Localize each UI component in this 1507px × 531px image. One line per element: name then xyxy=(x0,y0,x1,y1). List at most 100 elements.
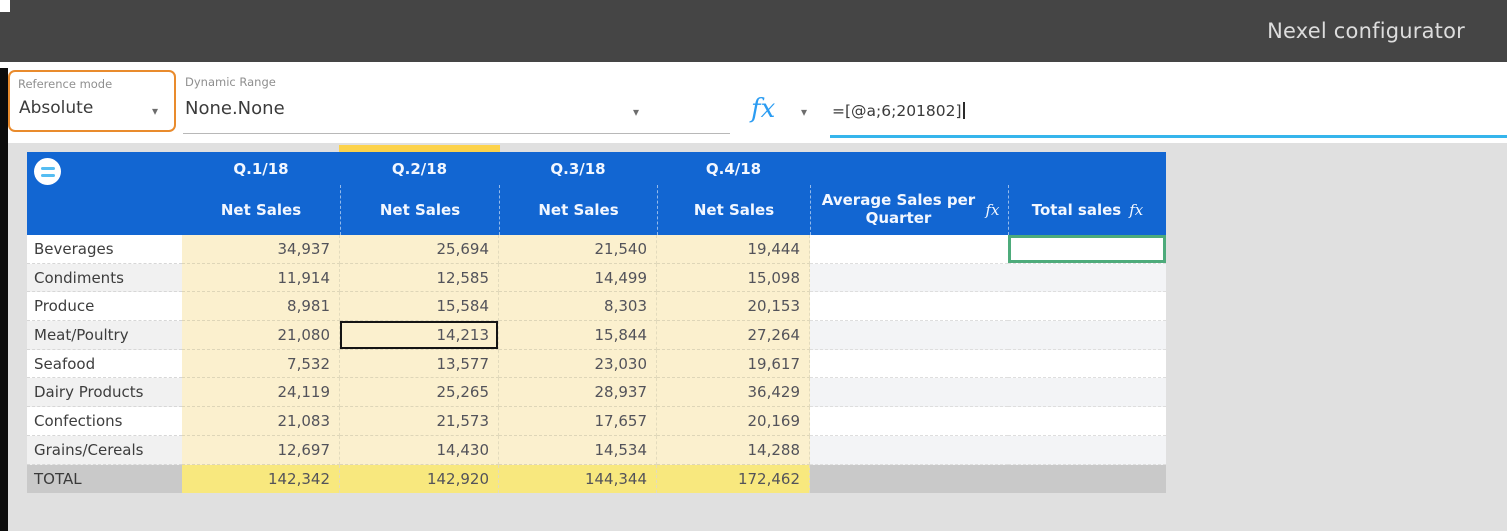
total-sales-cell[interactable] xyxy=(1008,378,1166,408)
measure-label: Net Sales xyxy=(340,185,499,235)
reference-mode-dropdown[interactable]: Reference mode Absolute ▾ xyxy=(8,70,176,132)
net-sales-cell[interactable]: 14,499 xyxy=(499,263,657,293)
total-row: TOTAL 142,342 142,920 144,344 172,462 xyxy=(27,464,1166,494)
quarter-label: Q.2/18 xyxy=(391,159,448,178)
net-sales-cell[interactable]: 8,303 xyxy=(499,292,657,322)
column-header-total-sales[interactable]: Total sales fx xyxy=(1008,152,1166,235)
column-header-q2[interactable]: Q.2/18 Net Sales xyxy=(340,152,499,235)
net-sales-cell[interactable]: 24,119 xyxy=(182,378,340,408)
net-sales-cell[interactable]: 20,169 xyxy=(657,407,810,436)
net-sales-cell[interactable]: 15,098 xyxy=(657,263,810,293)
chevron-down-icon[interactable]: ▾ xyxy=(801,105,808,119)
total-sales-cell[interactable] xyxy=(1008,464,1166,494)
column-highlight-bar xyxy=(339,145,500,152)
row-label[interactable]: Dairy Products xyxy=(27,378,182,408)
table-row: Condiments 11,914 12,585 14,499 15,098 xyxy=(27,263,1166,293)
column-header-average[interactable]: Average Sales per Quarter fx xyxy=(810,152,1008,235)
total-sales-cell[interactable] xyxy=(1008,321,1166,350)
fx-icon: fx xyxy=(1129,201,1144,219)
row-label[interactable]: Meat/Poultry xyxy=(27,321,182,350)
net-sales-cell[interactable]: 172,462 xyxy=(657,464,810,494)
net-sales-cell[interactable]: 12,697 xyxy=(182,435,340,465)
total-sales-cell[interactable] xyxy=(1008,349,1166,379)
row-label[interactable]: Grains/Cereals xyxy=(27,435,182,465)
net-sales-cell[interactable]: 28,937 xyxy=(499,378,657,408)
net-sales-cell[interactable]: 13,577 xyxy=(340,349,499,379)
net-sales-cell[interactable]: 144,344 xyxy=(499,464,657,494)
net-sales-cell[interactable]: 142,342 xyxy=(182,464,340,494)
net-sales-cell[interactable]: 7,532 xyxy=(182,349,340,379)
column-header-q1[interactable]: Q.1/18 Net Sales xyxy=(182,152,340,235)
table-row: Dairy Products 24,119 25,265 28,937 36,429 xyxy=(27,378,1166,408)
sheet-canvas: Q.1/18 Net Sales Q.2/18 Net Sales Q.3/18… xyxy=(0,143,1507,531)
net-sales-cell[interactable]: 14,430 xyxy=(340,435,499,465)
net-sales-cell[interactable]: 8,981 xyxy=(182,292,340,322)
quarter-label: Q.3/18 xyxy=(550,159,606,178)
avg-sales-cell[interactable] xyxy=(810,435,1008,465)
row-label[interactable]: TOTAL xyxy=(27,464,182,494)
formula-input[interactable]: =[@a;6;201802] xyxy=(832,102,965,120)
net-sales-cell[interactable]: 25,694 xyxy=(340,235,499,264)
net-sales-cell[interactable]: 25,265 xyxy=(340,378,499,408)
quarter-label: Q.4/18 xyxy=(705,159,762,178)
row-label[interactable]: Confections xyxy=(27,407,182,436)
net-sales-cell[interactable]: 21,083 xyxy=(182,407,340,436)
chevron-down-icon[interactable]: ▾ xyxy=(633,105,640,119)
net-sales-cell[interactable]: 15,844 xyxy=(499,321,657,350)
chevron-down-icon[interactable]: ▾ xyxy=(151,104,158,118)
net-sales-cell[interactable]: 14,288 xyxy=(657,435,810,465)
avg-sales-cell[interactable] xyxy=(810,407,1008,436)
net-sales-cell[interactable]: 23,030 xyxy=(499,349,657,379)
net-sales-cell[interactable]: 36,429 xyxy=(657,378,810,408)
net-sales-cell[interactable]: 34,937 xyxy=(182,235,340,264)
column-header-q3[interactable]: Q.3/18 Net Sales xyxy=(499,152,657,235)
avg-sales-cell[interactable] xyxy=(810,263,1008,293)
row-label[interactable]: Condiments xyxy=(27,263,182,293)
avg-sales-cell[interactable] xyxy=(810,349,1008,379)
measure-label: Net Sales xyxy=(657,185,810,235)
table-row: Meat/Poultry 21,080 14,213 15,844 27,264 xyxy=(27,321,1166,350)
app-title: Nexel configurator xyxy=(1267,19,1465,43)
reference-mode-value: Absolute xyxy=(19,98,94,118)
fx-icon[interactable]: fx xyxy=(751,94,776,124)
net-sales-cell[interactable]: 21,540 xyxy=(499,235,657,264)
avg-column-label: Average Sales per Quarter xyxy=(821,191,976,227)
net-sales-cell[interactable]: 12,585 xyxy=(340,263,499,293)
avg-sales-cell[interactable] xyxy=(810,464,1008,494)
column-header-q4[interactable]: Q.4/18 Net Sales xyxy=(657,152,810,235)
table-row: Beverages 34,937 25,694 21,540 19,444 xyxy=(27,235,1166,264)
row-label[interactable]: Beverages xyxy=(27,235,182,264)
total-sales-cell[interactable] xyxy=(1008,435,1166,465)
net-sales-cell[interactable]: 21,573 xyxy=(340,407,499,436)
net-sales-cell[interactable]: 21,080 xyxy=(182,321,340,350)
row-label[interactable]: Produce xyxy=(27,292,182,322)
total-sales-cell[interactable] xyxy=(1008,407,1166,436)
total-sales-cell[interactable] xyxy=(1008,292,1166,322)
net-sales-cell[interactable]: 27,264 xyxy=(657,321,810,350)
net-sales-cell[interactable]: 15,584 xyxy=(340,292,499,322)
measure-label: Net Sales xyxy=(499,185,657,235)
active-fx-cell[interactable] xyxy=(1008,235,1166,264)
total-sales-cell[interactable] xyxy=(1008,263,1166,293)
avg-sales-cell[interactable] xyxy=(810,292,1008,322)
net-sales-cell[interactable]: 142,920 xyxy=(340,464,499,494)
net-sales-cell[interactable]: 14,534 xyxy=(499,435,657,465)
net-sales-cell[interactable]: 11,914 xyxy=(182,263,340,293)
avg-sales-cell[interactable] xyxy=(810,321,1008,350)
table-row: Produce 8,981 15,584 8,303 20,153 xyxy=(27,292,1166,322)
avg-sales-cell[interactable] xyxy=(810,378,1008,408)
formula-value: =[@a;6;201802] xyxy=(832,102,962,120)
net-sales-cell[interactable]: 19,444 xyxy=(657,235,810,264)
table-body: Beverages 34,937 25,694 21,540 19,444 Condime… xyxy=(27,235,1166,494)
net-sales-cell[interactable]: 19,617 xyxy=(657,349,810,379)
hamburger-menu-icon[interactable] xyxy=(34,158,61,185)
fx-icon: fx xyxy=(985,201,1000,219)
net-sales-cell[interactable]: 20,153 xyxy=(657,292,810,322)
selected-cell[interactable]: 14,213 xyxy=(340,321,499,350)
avg-sales-cell[interactable] xyxy=(810,235,1008,264)
row-label[interactable]: Seafood xyxy=(27,349,182,379)
dynamic-range-value[interactable]: None.None xyxy=(185,98,285,119)
dynamic-range-label: Dynamic Range xyxy=(185,75,276,89)
table-header: Q.1/18 Net Sales Q.2/18 Net Sales Q.3/18… xyxy=(27,152,1166,235)
net-sales-cell[interactable]: 17,657 xyxy=(499,407,657,436)
